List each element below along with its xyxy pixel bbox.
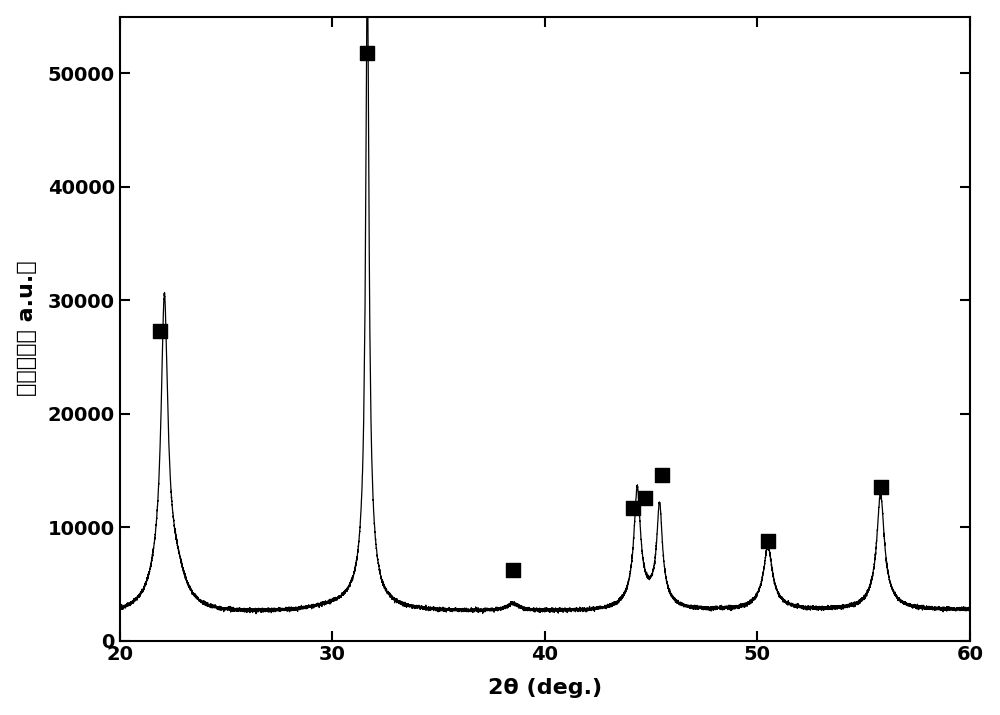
Point [637, 492, 653, 503]
Y-axis label: 相对强度（ a.u.）: 相对强度（ a.u.） [17, 261, 37, 396]
Point [152, 325, 168, 337]
X-axis label: 2θ (deg.): 2θ (deg.) [488, 679, 602, 699]
Point [359, 47, 375, 59]
Point [505, 565, 521, 576]
Point [625, 502, 641, 513]
Point [873, 482, 889, 493]
Point [654, 469, 670, 480]
Point [760, 535, 776, 546]
